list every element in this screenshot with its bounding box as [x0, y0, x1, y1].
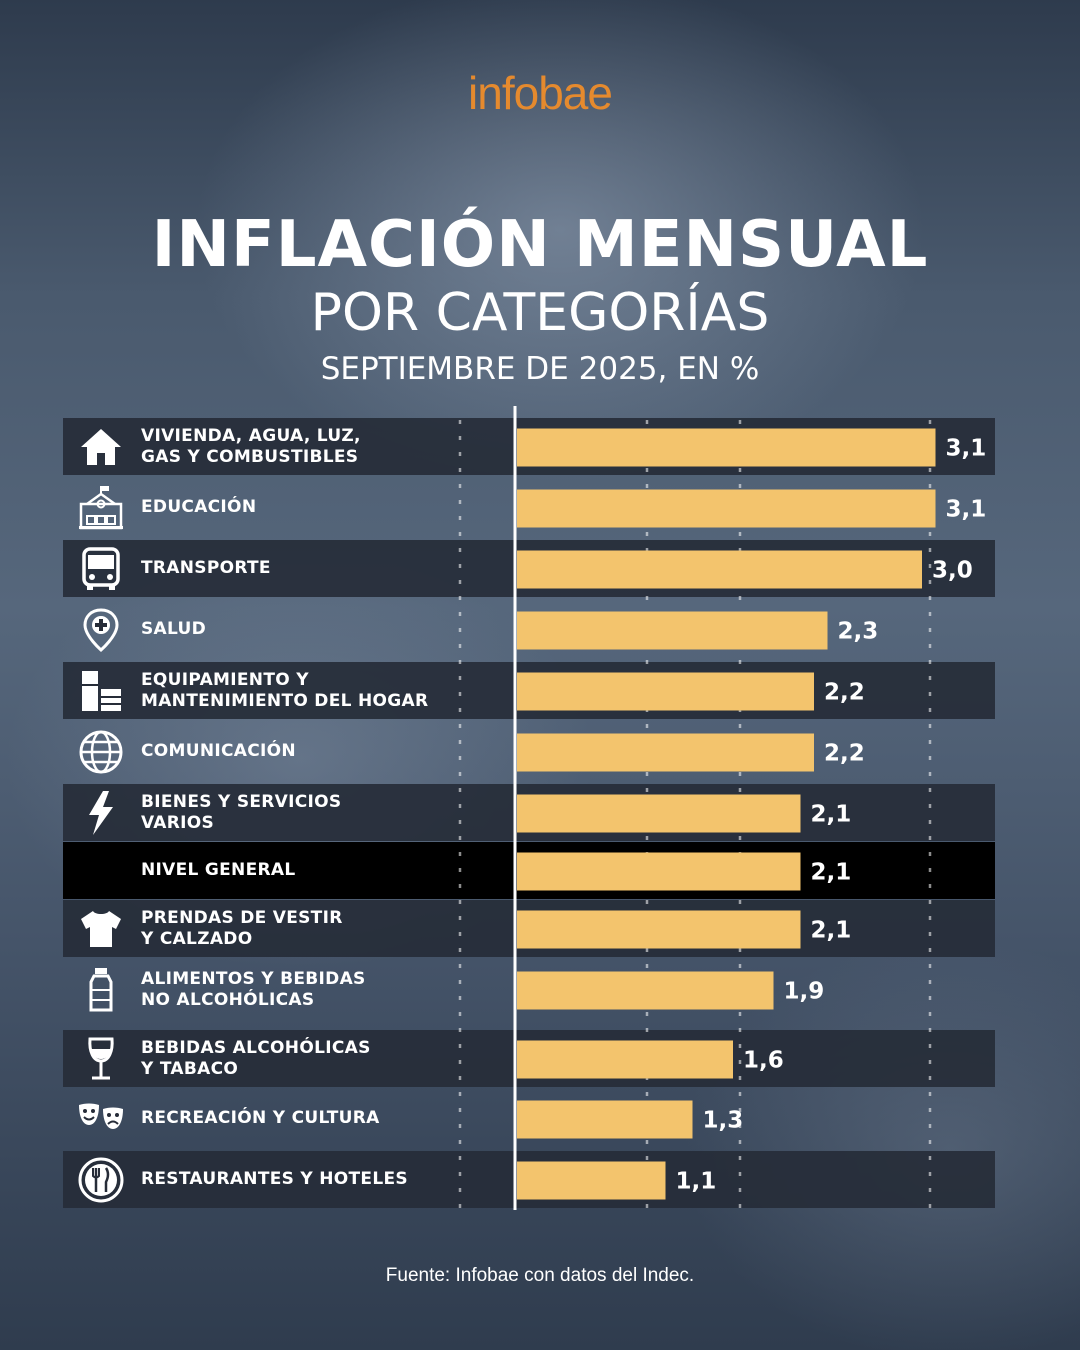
data-label: 1,3 — [703, 1108, 744, 1134]
category-label: EDUCACIÓN — [141, 497, 257, 517]
tshirt-icon — [73, 900, 129, 957]
bar — [517, 489, 936, 528]
chart-subtitle: POR CATEGORÍAS — [310, 283, 770, 343]
bar — [517, 611, 828, 650]
house-icon — [73, 418, 129, 475]
data-label: 1,9 — [784, 979, 825, 1005]
category-label: BIENES Y SERVICIOS VARIOS — [141, 791, 342, 833]
category-label: RESTAURANTES Y HOTELES — [141, 1169, 408, 1189]
bolt-icon — [73, 784, 129, 841]
category-label: TRANSPORTE — [141, 558, 271, 578]
brand-logo: infobae — [468, 67, 613, 119]
plate-cutlery-icon — [73, 1151, 129, 1208]
health-pin-icon — [73, 601, 129, 658]
data-label: 2,2 — [824, 741, 865, 767]
bar — [517, 733, 814, 772]
category-label: NIVEL GENERAL — [141, 860, 296, 880]
category-label: ALIMENTOS Y BEBIDAS NO ALCOHÓLICAS — [141, 968, 366, 1010]
data-label: 3,1 — [946, 497, 987, 523]
category-label: COMUNICACIÓN — [141, 741, 296, 761]
category-label: EQUIPAMIENTO Y MANTENIMIENTO DEL HOGAR — [141, 669, 429, 711]
chart-title: INFLACIÓN MENSUAL — [151, 208, 929, 282]
category-label: BEBIDAS ALCOHÓLICAS Y TABACO — [141, 1037, 371, 1079]
wine-glass-icon — [73, 1030, 129, 1087]
bar — [517, 971, 774, 1010]
appliance-icon — [73, 662, 129, 719]
source-note: Fuente: Infobae con datos del Indec. — [385, 1265, 695, 1286]
data-label: 2,3 — [838, 619, 879, 645]
school-icon — [73, 479, 129, 536]
bus-icon — [73, 540, 129, 597]
theater-masks-icon — [73, 1090, 129, 1147]
category-label: SALUD — [141, 619, 207, 639]
bar — [517, 1100, 693, 1139]
globe-icon — [73, 723, 129, 780]
chart-period: SEPTIEMBRE DE 2025, EN % — [320, 351, 760, 387]
category-label: VIVIENDA, AGUA, LUZ, GAS Y COMBUSTIBLES — [141, 425, 361, 467]
category-label: PRENDAS DE VESTIR Y CALZADO — [141, 907, 343, 949]
bottle-icon — [73, 961, 129, 1018]
category-label: RECREACIÓN Y CULTURA — [141, 1108, 380, 1128]
